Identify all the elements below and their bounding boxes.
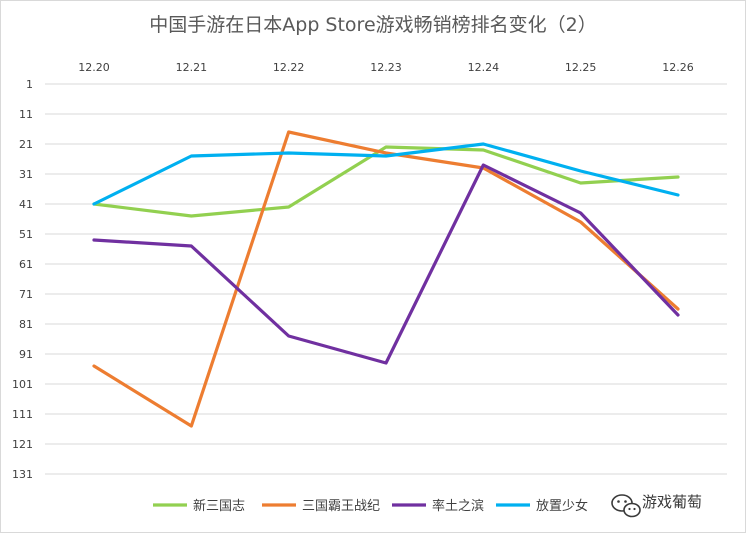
x-axis-ticks: 12.20 12.21 12.22 12.23 12.24 12.25 12.26 — [78, 61, 694, 74]
y-tick-label: 41 — [19, 198, 33, 211]
legend-label: 放置少女 — [536, 498, 588, 514]
y-tick-label: 71 — [19, 288, 33, 301]
x-tick-label: 12.24 — [468, 61, 500, 74]
watermark-text: 游戏葡萄 — [642, 493, 702, 511]
y-tick-label: 81 — [19, 318, 33, 331]
legend-label: 新三国志 — [193, 498, 245, 514]
gridlines — [45, 83, 727, 475]
y-tick-label: 101 — [12, 378, 33, 391]
watermark: 游戏葡萄 — [611, 493, 702, 518]
series-line-4 — [92, 142, 680, 206]
y-tick-label: 31 — [19, 168, 33, 181]
y-tick-label: 21 — [19, 138, 33, 151]
series-line-1 — [92, 145, 680, 218]
legend-label: 率土之滨 — [432, 498, 484, 514]
x-tick-label: 12.25 — [565, 61, 597, 74]
y-tick-label: 61 — [19, 258, 33, 271]
y-tick-label: 1 — [26, 78, 33, 91]
y-tick-label: 111 — [12, 408, 33, 421]
y-tick-label: 121 — [12, 438, 33, 451]
x-tick-label: 12.26 — [662, 61, 694, 74]
x-tick-label: 12.22 — [273, 61, 305, 74]
y-tick-label: 51 — [19, 228, 33, 241]
series-line-2 — [92, 130, 680, 428]
y-tick-label: 131 — [12, 468, 33, 481]
x-tick-label: 12.20 — [78, 61, 110, 74]
y-tick-label: 91 — [19, 348, 33, 361]
series-lines — [92, 130, 680, 428]
wechat-logo-icon — [611, 494, 641, 518]
legend: 新三国志 三国霸王战纪 率土之滨 放置少女 — [153, 498, 588, 514]
chart-title: 中国手游在日本App Store游戏畅销榜排名变化（2） — [149, 14, 596, 36]
x-tick-label: 12.23 — [370, 61, 402, 74]
series-line-3 — [92, 163, 680, 365]
y-tick-label: 11 — [19, 108, 33, 121]
x-tick-label: 12.21 — [176, 61, 208, 74]
legend-label: 三国霸王战纪 — [302, 499, 380, 514]
